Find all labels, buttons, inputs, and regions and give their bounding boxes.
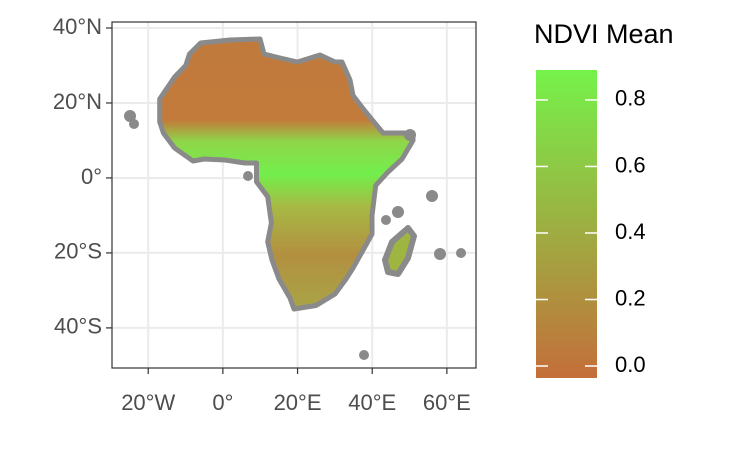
colorbar-label: 0.6 bbox=[615, 152, 646, 177]
africa bbox=[157, 36, 416, 312]
y-tick-label: 20°N bbox=[53, 89, 102, 114]
islands bbox=[124, 110, 466, 360]
x-tick-label: 40°E bbox=[348, 390, 396, 415]
x-tick-label: 20°W bbox=[121, 390, 175, 415]
colorbar bbox=[536, 70, 597, 378]
x-tick-label: 0° bbox=[212, 390, 233, 415]
land-layer bbox=[124, 36, 466, 360]
colorbar-label: 0.4 bbox=[615, 219, 646, 244]
y-tick-label: 40°N bbox=[53, 14, 102, 39]
x-tick-label: 20°E bbox=[274, 390, 322, 415]
x-tick-label: 60°E bbox=[423, 390, 471, 415]
colorbar-label: 0.2 bbox=[615, 285, 646, 310]
y-tick-label: 20°S bbox=[54, 239, 102, 264]
legend-title: NDVI Mean bbox=[534, 19, 674, 49]
panel-border bbox=[111, 21, 477, 369]
colorbar-label: 0.0 bbox=[615, 352, 646, 377]
y-tick-label: 40°S bbox=[54, 314, 102, 339]
y-tick-label: 0° bbox=[81, 164, 102, 189]
madagascar bbox=[382, 225, 417, 277]
colorbar-label: 0.8 bbox=[615, 86, 646, 111]
